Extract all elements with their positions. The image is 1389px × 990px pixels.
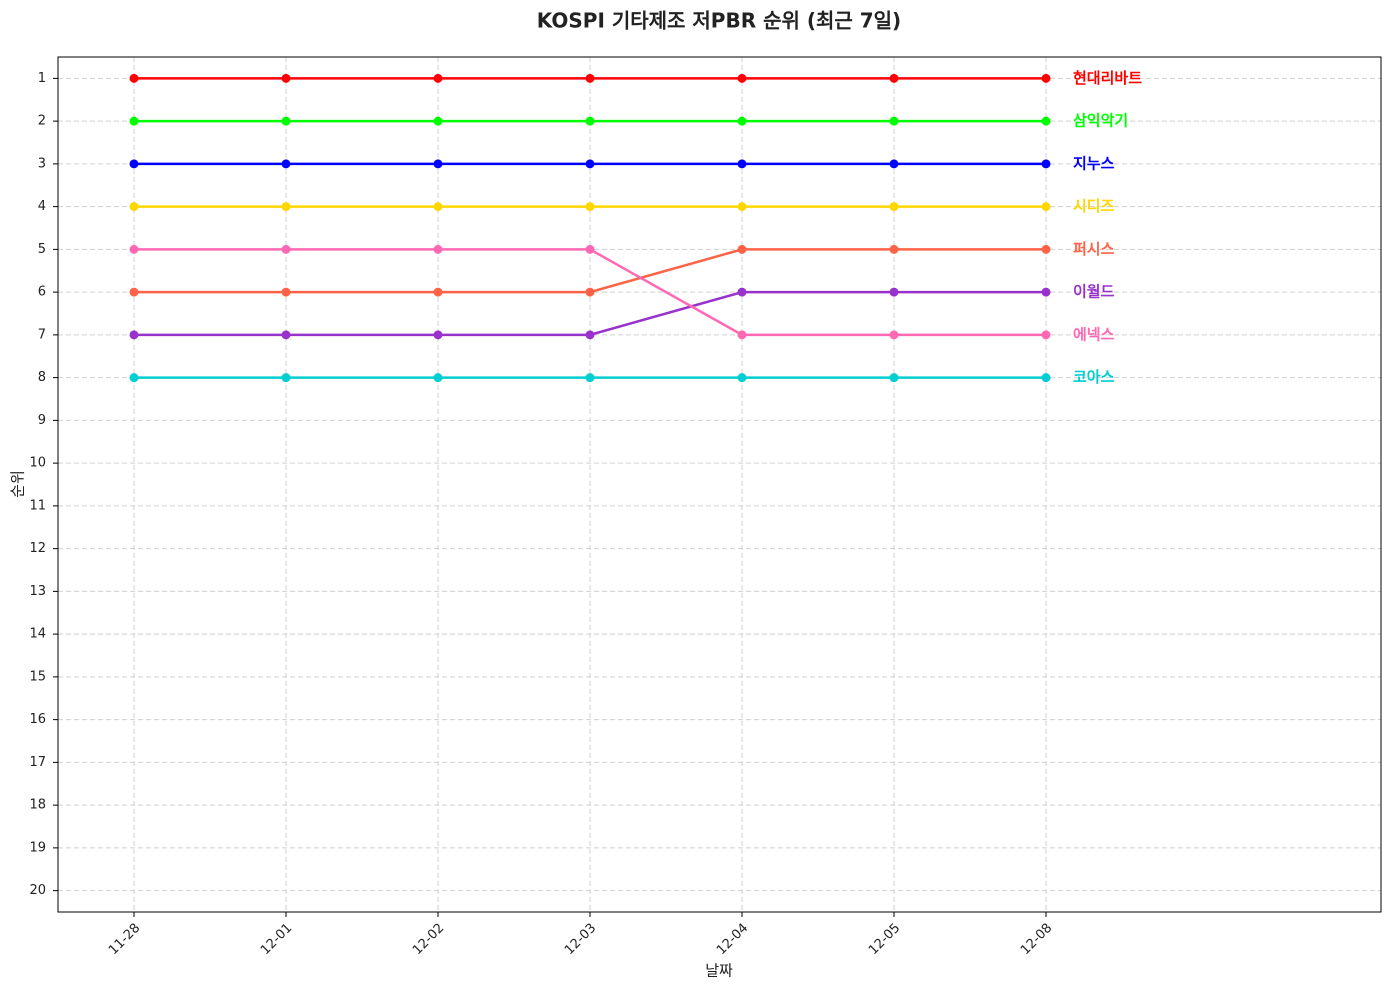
data-point <box>889 159 899 169</box>
data-point <box>129 159 139 169</box>
data-point <box>129 73 139 83</box>
data-point <box>129 116 139 126</box>
x-tick-label: 12-05 <box>866 921 903 958</box>
data-point <box>129 330 139 340</box>
y-tick-label: 3 <box>38 156 46 171</box>
data-point <box>585 159 595 169</box>
series-end-label: 퍼시스 <box>1073 240 1115 258</box>
data-point <box>281 330 291 340</box>
x-tick-label: 12-02 <box>410 921 447 958</box>
data-point <box>281 116 291 126</box>
data-point <box>129 244 139 254</box>
data-point <box>281 202 291 212</box>
plot-frame <box>57 56 1382 913</box>
data-point <box>737 73 747 83</box>
data-point <box>585 330 595 340</box>
y-tick-label: 6 <box>38 285 46 300</box>
y-tick-label: 15 <box>29 669 46 684</box>
y-tick-label: 17 <box>29 755 46 770</box>
data-point <box>889 116 899 126</box>
y-tick-label: 1 <box>38 71 46 86</box>
data-point <box>1041 73 1051 83</box>
data-point <box>737 373 747 383</box>
data-point <box>889 287 899 297</box>
data-point <box>281 373 291 383</box>
data-point <box>585 73 595 83</box>
data-point <box>585 116 595 126</box>
data-point <box>737 159 747 169</box>
data-point <box>129 373 139 383</box>
x-tick-label: 12-04 <box>714 921 751 958</box>
data-point <box>1041 287 1051 297</box>
y-tick-label: 8 <box>38 370 46 385</box>
data-point <box>1041 159 1051 169</box>
y-axis-label: 순위 <box>9 470 27 498</box>
y-tick-label: 11 <box>29 498 46 513</box>
data-point <box>737 287 747 297</box>
data-point <box>889 73 899 83</box>
data-point <box>1041 373 1051 383</box>
data-point <box>281 159 291 169</box>
y-tick-label: 13 <box>29 584 46 599</box>
data-point <box>281 287 291 297</box>
data-point <box>889 244 899 254</box>
data-point <box>433 73 443 83</box>
y-tick-label: 5 <box>38 242 46 257</box>
series-end-label: 지누스 <box>1073 154 1115 172</box>
data-point <box>433 244 443 254</box>
data-point <box>1041 116 1051 126</box>
y-tick-label: 9 <box>38 413 46 428</box>
x-tick-label: 12-01 <box>258 921 295 958</box>
x-tick-label: 11-28 <box>106 921 143 958</box>
data-point <box>737 330 747 340</box>
x-tick-label: 12-03 <box>562 921 599 958</box>
series-end-label: 시디즈 <box>1073 197 1115 215</box>
y-tick-label: 18 <box>29 798 46 813</box>
series-end-label: 코아스 <box>1073 368 1115 386</box>
y-tick-label: 19 <box>29 840 46 855</box>
y-tick-label: 10 <box>29 456 46 471</box>
series-end-label: 삼익악기 <box>1073 112 1128 130</box>
series-end-label: 현대리바트 <box>1073 69 1142 87</box>
x-tick-label: 12-08 <box>1018 921 1055 958</box>
data-point <box>737 116 747 126</box>
data-point <box>281 73 291 83</box>
data-point <box>585 287 595 297</box>
data-point <box>889 330 899 340</box>
data-point <box>1041 244 1051 254</box>
data-point <box>1041 202 1051 212</box>
data-point <box>129 202 139 212</box>
y-tick-label: 14 <box>29 627 46 642</box>
data-point <box>1041 330 1051 340</box>
data-point <box>433 330 443 340</box>
data-point <box>433 116 443 126</box>
y-tick-label: 7 <box>38 327 46 342</box>
data-point <box>433 159 443 169</box>
data-point <box>433 373 443 383</box>
data-point <box>737 244 747 254</box>
y-tick-label: 4 <box>38 199 46 214</box>
x-axis-label: 날짜 <box>705 962 733 980</box>
data-point <box>129 287 139 297</box>
data-point <box>585 373 595 383</box>
y-tick-label: 16 <box>29 712 46 727</box>
data-point <box>433 287 443 297</box>
data-point <box>433 202 443 212</box>
data-point <box>889 202 899 212</box>
data-point <box>281 244 291 254</box>
y-tick-label: 20 <box>29 883 46 898</box>
series-end-label: 이월드 <box>1073 283 1115 301</box>
data-point <box>585 202 595 212</box>
y-tick-label: 12 <box>29 541 46 556</box>
data-point <box>889 373 899 383</box>
chart-title: KOSPI 기타제조 저PBR 순위 (최근 7일) <box>537 9 901 33</box>
data-point <box>737 202 747 212</box>
data-point <box>585 244 595 254</box>
series-end-label: 에넥스 <box>1073 325 1115 343</box>
y-tick-label: 2 <box>38 114 46 129</box>
